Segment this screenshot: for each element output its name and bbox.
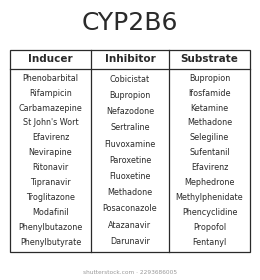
Text: Paroxetine: Paroxetine [109,156,151,165]
Text: Posaconazole: Posaconazole [103,204,157,213]
Text: Phencyclidine: Phencyclidine [182,208,237,217]
Text: CYP2B6: CYP2B6 [82,11,178,35]
Text: Propofol: Propofol [193,223,226,232]
Text: Fluvoxamine: Fluvoxamine [104,139,156,148]
Text: Darunavir: Darunavir [110,237,150,246]
Text: Bupropion: Bupropion [189,74,230,83]
Text: Nefazodone: Nefazodone [106,107,154,116]
Text: St John's Wort: St John's Wort [23,118,78,127]
Text: Ifosfamide: Ifosfamide [188,89,231,98]
Text: Efavirenz: Efavirenz [191,163,228,172]
Text: Ketamine: Ketamine [191,104,229,113]
Text: Cobicistat: Cobicistat [110,74,150,84]
Text: Fentanyl: Fentanyl [192,238,227,247]
Text: Modafinil: Modafinil [32,208,69,217]
Text: Inducer: Inducer [28,55,73,64]
Text: Atazanavir: Atazanavir [108,221,152,230]
Text: Tipranavir: Tipranavir [30,178,71,187]
Text: Efavirenz: Efavirenz [32,133,69,143]
Text: Inhibitor: Inhibitor [105,55,155,64]
Text: Troglitazone: Troglitazone [26,193,75,202]
Text: Phenobarbital: Phenobarbital [22,74,79,83]
Text: Substrate: Substrate [181,55,238,64]
Text: Sufentanil: Sufentanil [189,148,230,157]
Text: Fluoxetine: Fluoxetine [109,172,151,181]
Text: Carbamazepine: Carbamazepine [19,104,82,113]
Text: Ritonavir: Ritonavir [32,163,69,172]
Text: Rifampicin: Rifampicin [29,89,72,98]
Text: shutterstock.com · 2293686005: shutterstock.com · 2293686005 [83,270,177,276]
Text: Nevirapine: Nevirapine [29,148,72,157]
Text: Methadone: Methadone [187,118,232,127]
Text: Selegiline: Selegiline [190,133,229,143]
Text: Methadone: Methadone [107,188,153,197]
Text: Sertraline: Sertraline [110,123,150,132]
Text: Methylphenidate: Methylphenidate [176,193,243,202]
Text: Phenylbutyrate: Phenylbutyrate [20,238,81,247]
Bar [10,50,250,252]
Text: Phenylbutazone: Phenylbutazone [18,223,83,232]
Text: Mephedrone: Mephedrone [184,178,235,187]
Text: Bupropion: Bupropion [109,91,151,100]
